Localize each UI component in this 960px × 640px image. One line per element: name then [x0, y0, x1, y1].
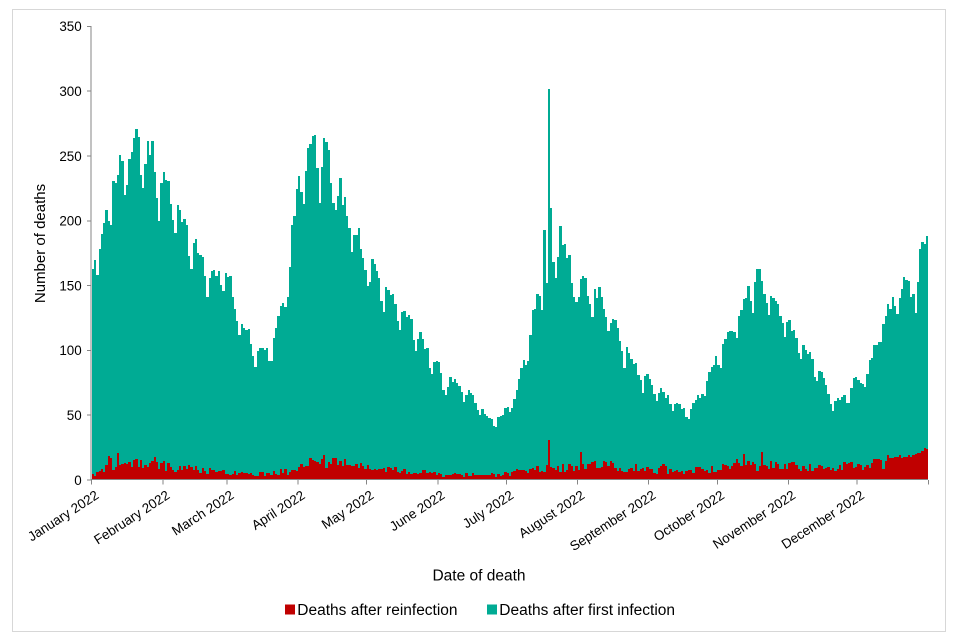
- svg-text:150: 150: [59, 279, 81, 294]
- svg-text:Deaths after first infection: Deaths after first infection: [499, 602, 675, 619]
- svg-text:0: 0: [74, 473, 81, 488]
- svg-text:August 2022: August 2022: [516, 487, 587, 541]
- svg-text:Date of death: Date of death: [432, 568, 525, 585]
- svg-text:April 2022: April 2022: [249, 487, 308, 532]
- svg-text:350: 350: [59, 19, 81, 34]
- svg-text:June 2022: June 2022: [387, 487, 448, 534]
- svg-text:March 2022: March 2022: [169, 487, 236, 538]
- svg-text:Number of deaths: Number of deaths: [32, 184, 49, 303]
- svg-text:200: 200: [59, 214, 81, 229]
- svg-text:100: 100: [59, 343, 81, 358]
- svg-text:May 2022: May 2022: [319, 487, 376, 532]
- svg-text:300: 300: [59, 84, 81, 99]
- svg-text:250: 250: [59, 149, 81, 164]
- svg-text:July 2022: July 2022: [460, 487, 516, 531]
- svg-text:Deaths after reinfection: Deaths after reinfection: [297, 602, 457, 619]
- svg-text:February 2022: February 2022: [91, 487, 172, 547]
- svg-text:January 2022: January 2022: [25, 487, 101, 544]
- svg-text:50: 50: [67, 408, 82, 423]
